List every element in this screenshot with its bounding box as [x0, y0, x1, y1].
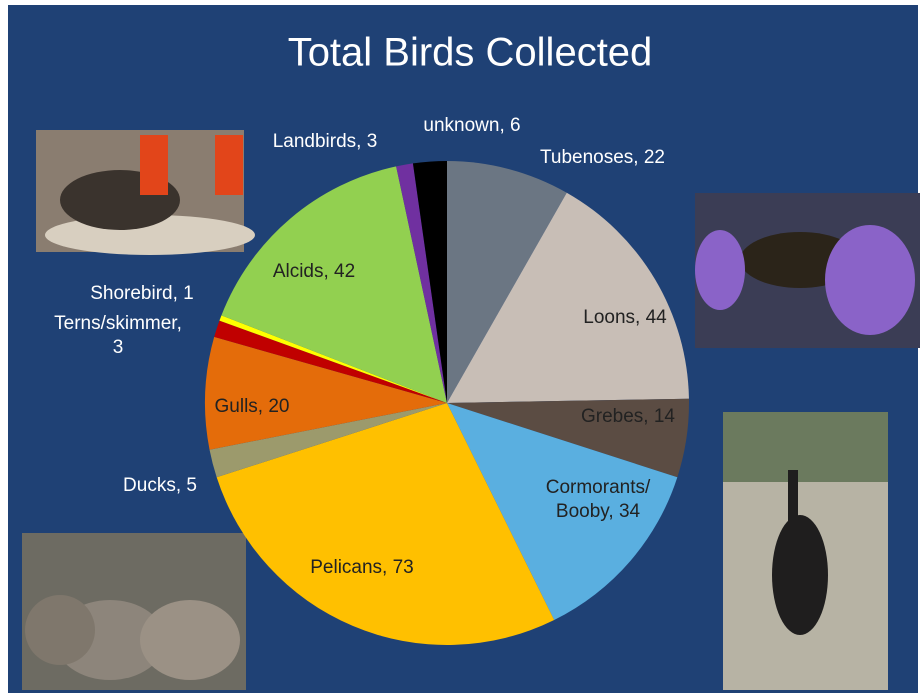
photo-pelicans [22, 533, 246, 690]
slice-label: Landbirds, 3 [273, 131, 378, 152]
slice-label: Pelicans, 73 [310, 557, 414, 578]
slice-label: Booby, 34 [556, 501, 641, 522]
slice-label: Ducks, 5 [123, 475, 197, 496]
slice-label: Gulls, 20 [215, 396, 290, 417]
slice-label: Loons, 44 [583, 307, 667, 328]
page: {"chart_data": {"type": "pie", "title": … [0, 0, 923, 698]
chart-title: Total Birds Collected [288, 31, 653, 75]
slice-label: Alcids, 42 [273, 261, 355, 282]
slice-label: unknown, 6 [423, 115, 520, 136]
photo-loon [695, 193, 920, 348]
slice-label: Shorebird, 1 [90, 283, 194, 304]
slice-label: Tubenoses, 22 [540, 147, 665, 168]
slice-label: Terns/skimmer, [54, 313, 182, 334]
photo-cormorant [723, 412, 888, 690]
photo-alcid [36, 130, 255, 255]
slice-label: 3 [113, 337, 124, 358]
slice-label: Cormorants/ [546, 477, 651, 498]
slice-label: Grebes, 14 [581, 406, 675, 427]
slide: Total Birds Collected Tubenoses, 22 Loons… [0, 0, 923, 698]
